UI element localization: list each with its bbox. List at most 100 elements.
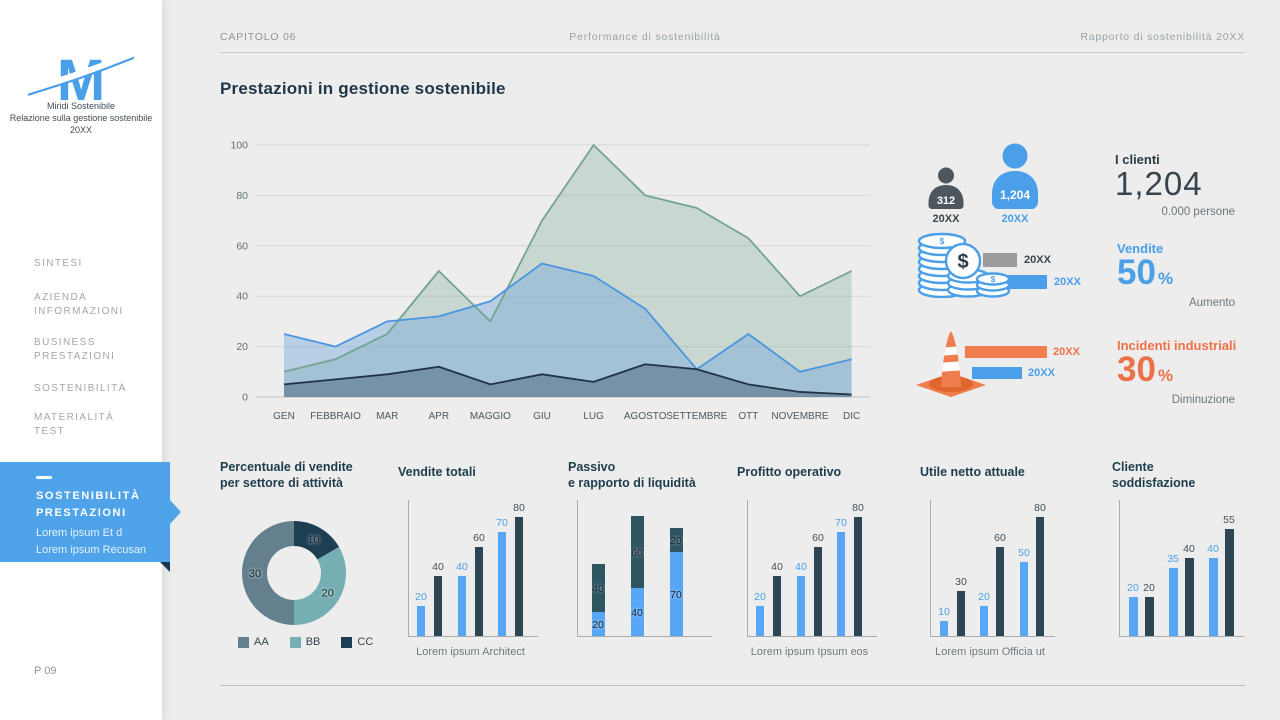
stacked-bar-bottom-segment (630, 588, 644, 636)
bar (1144, 597, 1154, 636)
org-subtitle: Relazione sulla gestione sostenibile (9, 113, 153, 123)
bar-value-label: 40 (1183, 543, 1195, 555)
vendite-totali-chart: 20 40 40 60 70 80 (408, 500, 538, 637)
bar (1208, 558, 1218, 636)
legend-item-cc: CC (341, 636, 373, 648)
bar (940, 621, 948, 636)
person-small-icon: 312 (928, 167, 964, 209)
bar (814, 546, 822, 636)
utile-caption: Lorem ipsum Officia ut (935, 646, 1045, 658)
vendite-totali-title: Vendite totali (398, 465, 476, 479)
company-logo-icon: M (28, 48, 134, 106)
donut-chart-title: Percentuale di vendite per settore di at… (220, 460, 353, 490)
svg-text:60: 60 (236, 240, 248, 252)
person-big-icon: 1,204 (992, 143, 1038, 209)
banner-fold (160, 562, 170, 572)
passivo-chart: 20 40 40 60 70 20 (577, 500, 712, 637)
sidebar-item-azienda-informazioni[interactable]: AZIENDA INFORMAZIONI (34, 292, 124, 317)
bar-value-label: 60 (473, 531, 485, 544)
svg-text:GEN: GEN (273, 411, 295, 422)
svg-text:GIU: GIU (533, 411, 551, 422)
bar (756, 606, 764, 636)
bar-value-label: 35 (1167, 552, 1179, 565)
svg-text:OTT: OTT (738, 411, 758, 422)
segment-value-label: 60 (631, 547, 643, 559)
svg-text:312: 312 (937, 195, 955, 207)
bar-value-label: 80 (852, 501, 864, 514)
svg-text:30: 30 (249, 568, 261, 580)
sales-percentage: 50 % (1117, 253, 1174, 292)
profitto-title: Profitto operativo (737, 465, 842, 479)
sidebar-item-sostenibilita-prestazioni-active[interactable]: SOSTENIBILITÀ PRESTAZIONI Lorem ipsum Et… (0, 462, 181, 572)
legend-item-bb: BB (289, 636, 320, 648)
sales-bar-prev (983, 253, 1017, 267)
bar (417, 606, 425, 636)
passivo-title: Passivo e rapporto di liquidità (568, 460, 696, 490)
cliente-chart: 20 20 35 40 40 55 (1119, 500, 1244, 637)
clients-number: 1,204 (1115, 165, 1203, 202)
bar-value-label: 40 (1207, 543, 1219, 555)
active-item-title: SOSTENIBILITÀ PRESTAZIONI (36, 490, 141, 519)
bar (854, 516, 862, 636)
svg-text:LUG: LUG (583, 411, 604, 422)
donut-legend: AA BB CC (238, 636, 387, 648)
svg-text:10: 10 (307, 534, 319, 546)
bar-value-label: 80 (513, 501, 525, 514)
bar-value-label: 20 (415, 591, 427, 604)
stacked-bar-bottom-segment (591, 612, 605, 636)
bar (996, 546, 1004, 636)
sidebar-item-business-prestazioni[interactable]: BUSINESS PRESTAZIONI (34, 337, 116, 362)
incidents-heading: Incidenti industriali (1117, 338, 1237, 353)
page-title: Prestazioni in gestione sostenibile (220, 79, 506, 98)
page-number: P 09 (34, 665, 57, 677)
sales-bar-curr-label: 20XX (1054, 276, 1081, 288)
svg-text:0: 0 (242, 392, 248, 404)
bar-value-label: 40 (795, 561, 807, 574)
incidents-bar-prev-label: 20XX (1053, 346, 1080, 358)
bar (1020, 561, 1028, 636)
utile-title: Utile netto attuale (920, 465, 1025, 479)
banner-dash (36, 476, 52, 479)
bar (797, 576, 805, 636)
incidents-bar-curr (972, 367, 1022, 379)
bar (1168, 567, 1178, 636)
bar (1224, 528, 1234, 636)
incidents-bar-curr-label: 20XX (1028, 367, 1055, 379)
svg-text:80: 80 (236, 190, 248, 202)
coins-icon: $ $ $ (917, 232, 1011, 298)
footer-divider (220, 685, 1245, 686)
bar-value-label: 55 (1223, 513, 1235, 526)
bar-value-label: 60 (812, 531, 824, 544)
header-divider (220, 52, 1245, 53)
org-name: Miridi Sostenibile (46, 101, 116, 111)
sidebar-item-sostenibilita[interactable]: SOSTENIBILITÀ (34, 383, 127, 394)
svg-text:$: $ (991, 275, 996, 284)
clients-heading: I clienti (1115, 152, 1160, 167)
traffic-cone-icon (916, 331, 986, 397)
bar-value-label: 40 (432, 561, 444, 574)
bar-value-label: 50 (1018, 546, 1030, 559)
bar-value-label: 70 (496, 516, 508, 529)
segment-value-label: 20 (670, 535, 682, 547)
stacked-bar-bottom-segment (669, 552, 683, 636)
clients-year-curr: 20XX (1001, 213, 1029, 225)
clients-caption: 0.000 persone (1161, 206, 1235, 218)
svg-text:MAR: MAR (376, 411, 398, 422)
svg-text:FEBBRAIO: FEBBRAIO (310, 411, 361, 422)
bar-value-label: 30 (955, 576, 967, 589)
sidebar-item-sintesi[interactable]: SINTESI (34, 258, 83, 269)
header-report-title: Rapporto di sostenibilità 20XX (1080, 31, 1245, 43)
sidebar-item-materialita-test[interactable]: MATERIALITÀ TEST (34, 412, 115, 437)
breadcrumb-chapter: CAPITOLO 06 (220, 31, 297, 43)
svg-text:MAGGIO: MAGGIO (470, 411, 511, 422)
bar-value-label: 20 (1127, 582, 1139, 594)
bar (498, 531, 506, 636)
bar (1184, 558, 1194, 636)
svg-text:1,204: 1,204 (1000, 188, 1030, 202)
bar (957, 591, 965, 636)
bar-value-label: 70 (835, 516, 847, 529)
svg-text:20: 20 (236, 341, 248, 353)
svg-text:AGOSTO: AGOSTO (624, 411, 667, 422)
bar (1128, 597, 1138, 636)
